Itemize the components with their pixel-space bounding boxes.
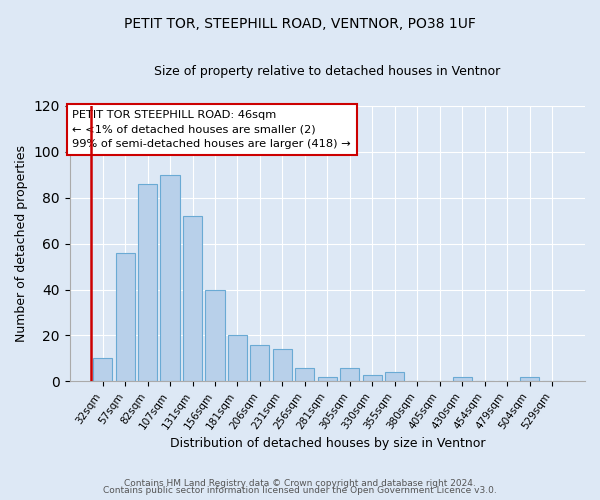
X-axis label: Distribution of detached houses by size in Ventnor: Distribution of detached houses by size … [170, 437, 485, 450]
Bar [318, 377, 337, 382]
Bar [183, 216, 202, 382]
Title: Size of property relative to detached houses in Ventnor: Size of property relative to detached ho… [154, 65, 500, 78]
Bar [363, 374, 382, 382]
Text: PETIT TOR, STEEPHILL ROAD, VENTNOR, PO38 1UF: PETIT TOR, STEEPHILL ROAD, VENTNOR, PO38… [124, 18, 476, 32]
Text: Contains public sector information licensed under the Open Government Licence v3: Contains public sector information licen… [103, 486, 497, 495]
Y-axis label: Number of detached properties: Number of detached properties [15, 145, 28, 342]
Bar [228, 336, 247, 382]
Text: Contains HM Land Registry data © Crown copyright and database right 2024.: Contains HM Land Registry data © Crown c… [124, 478, 476, 488]
Bar [273, 350, 292, 382]
Bar [160, 174, 179, 382]
Bar [385, 372, 404, 382]
Bar [93, 358, 112, 382]
Bar [340, 368, 359, 382]
Text: PETIT TOR STEEPHILL ROAD: 46sqm
← <1% of detached houses are smaller (2)
99% of : PETIT TOR STEEPHILL ROAD: 46sqm ← <1% of… [72, 110, 351, 150]
Bar [520, 377, 539, 382]
Bar [138, 184, 157, 382]
Bar [116, 252, 134, 382]
Bar [295, 368, 314, 382]
Bar [452, 377, 472, 382]
Bar [250, 344, 269, 382]
Bar [205, 290, 224, 382]
